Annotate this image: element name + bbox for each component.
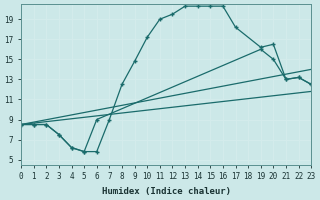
X-axis label: Humidex (Indice chaleur): Humidex (Indice chaleur): [102, 187, 231, 196]
